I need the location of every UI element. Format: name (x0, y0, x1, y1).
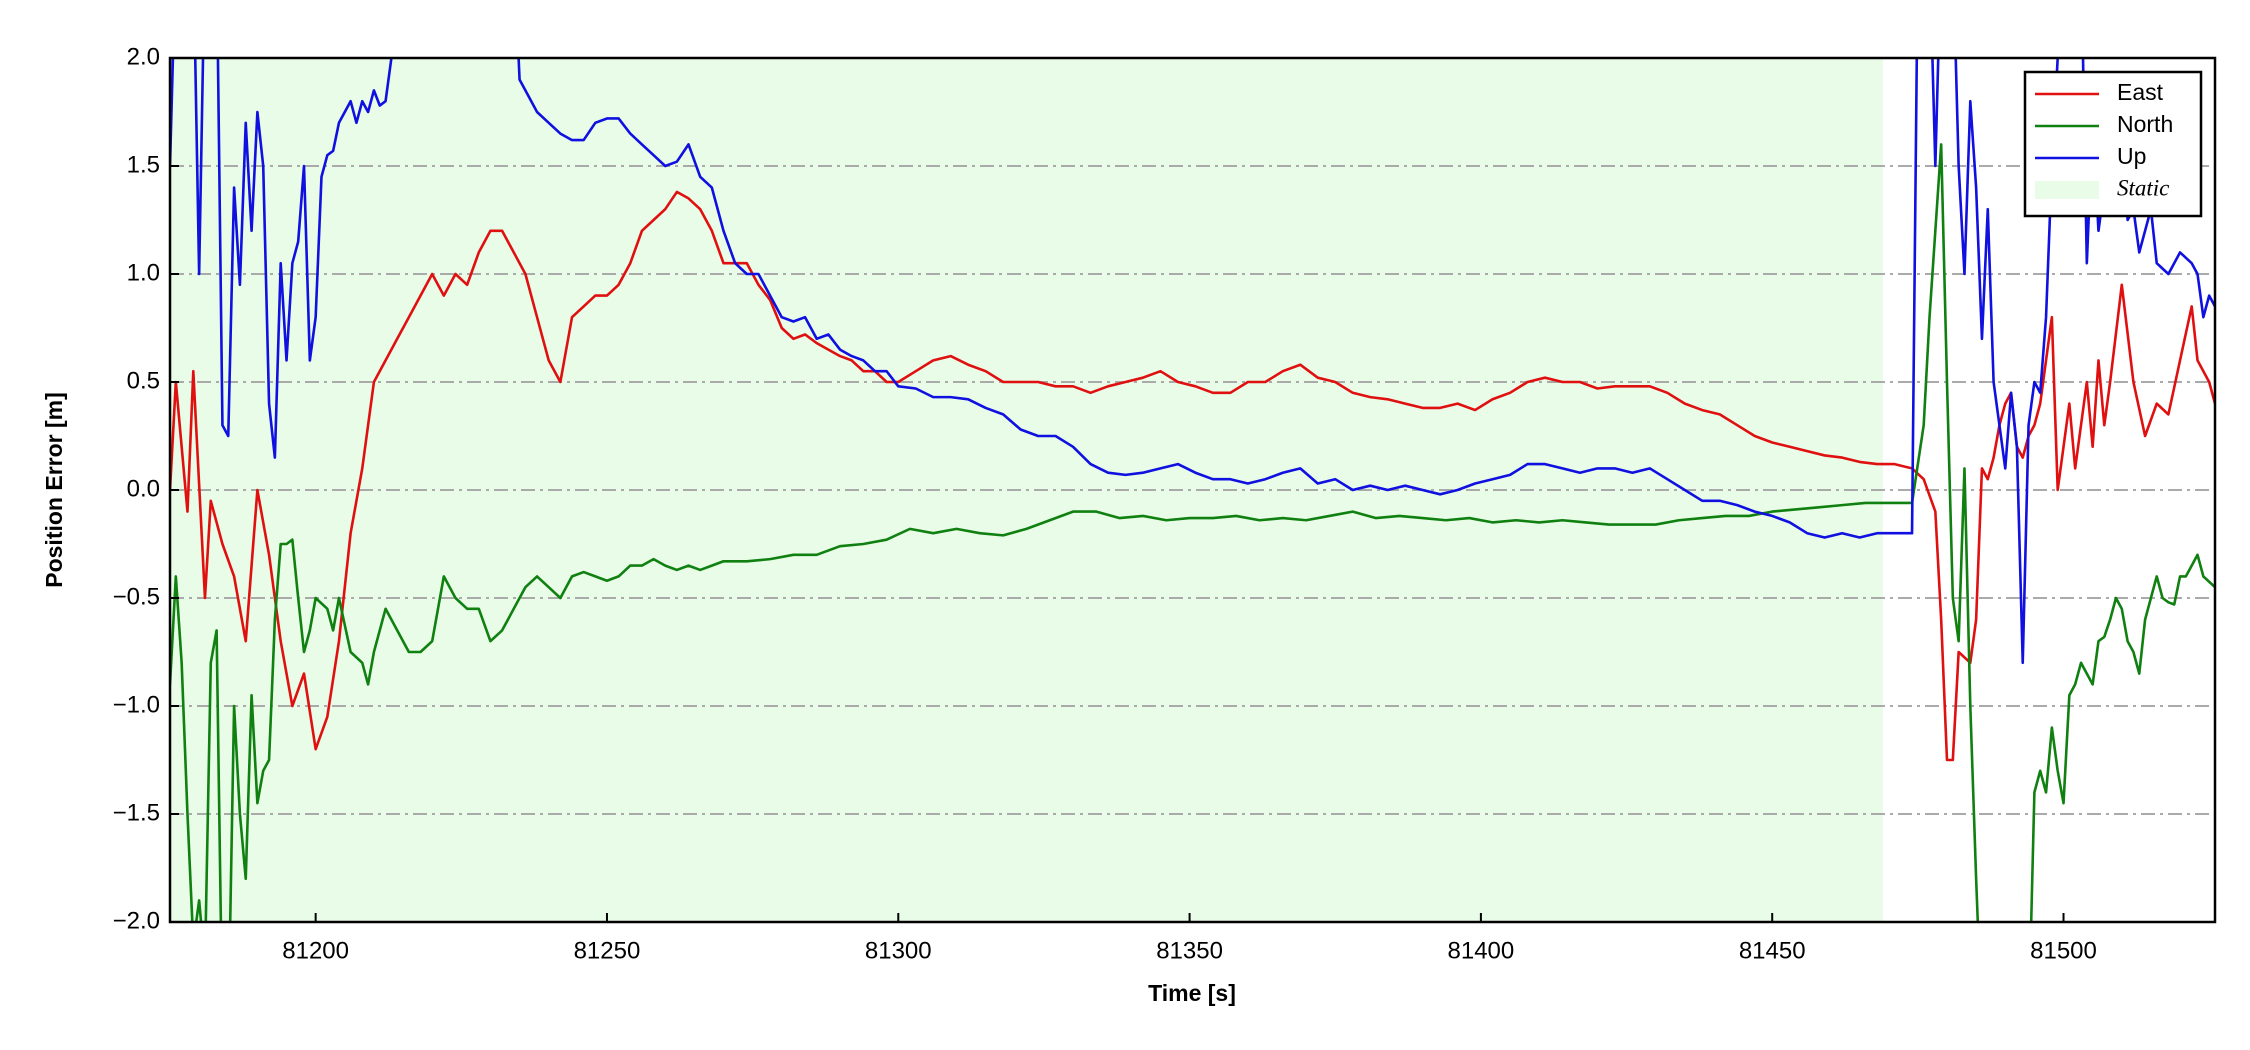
x-tick-label: 81450 (1739, 937, 1806, 964)
legend-label: Up (2117, 143, 2146, 169)
x-tick-label: 81400 (1448, 937, 1515, 964)
series-line (170, 143, 2215, 922)
series-line (170, 190, 2215, 762)
legend: East North Up Static (2023, 70, 2203, 218)
y-tick-label: −1.5 (113, 799, 160, 826)
plot-area (170, 58, 2215, 922)
x-axis-label: Time [s] (1148, 980, 1236, 1006)
y-tick-label: −1.0 (113, 691, 160, 718)
legend-label: Static (2117, 175, 2169, 200)
x-tick-label: 81350 (1156, 937, 1223, 964)
x-tick-label: 81500 (2030, 937, 2097, 964)
legend-swatch (2035, 181, 2099, 199)
x-tick-label: 81300 (865, 937, 932, 964)
y-tick-label: −2.0 (113, 907, 160, 934)
y-axis-label: Position Error [m] (41, 392, 67, 588)
x-tick-label: 81200 (282, 937, 349, 964)
x-tick-label: 81250 (574, 937, 641, 964)
y-tick-label: 0.5 (127, 367, 160, 394)
y-tick-label: 2.0 (127, 43, 160, 70)
y-tick-label: 0.0 (127, 475, 160, 502)
y-tick-label: −0.5 (113, 583, 160, 610)
series-line (170, 58, 2215, 665)
plot-frame (168, 56, 2217, 924)
y-tick-label: 1.0 (127, 259, 160, 286)
legend-label: North (2117, 111, 2173, 137)
legend-label: East (2117, 79, 2164, 105)
y-tick-label: 1.5 (127, 151, 160, 178)
axes: −2.0 −1.5 −1.0 −0.5 0.0 0.5 1.0 1.5 2.0 81200 8125… (113, 43, 2217, 964)
